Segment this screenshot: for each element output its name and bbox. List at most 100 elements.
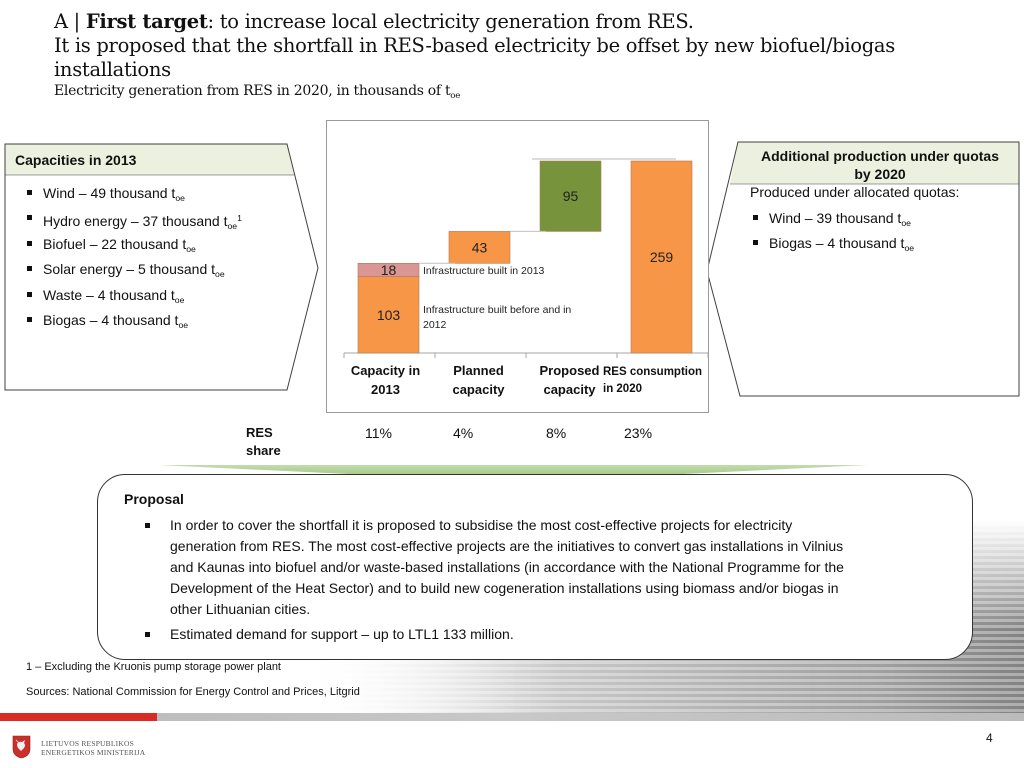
- sources-note: Sources: National Commission for Energy …: [26, 686, 360, 698]
- right-panel-title-line-2: by 2020: [854, 166, 906, 182]
- slide-title: A | First target: to increase local elec…: [54, 10, 954, 34]
- data-label: 103: [377, 307, 401, 323]
- res-share-label: RES share: [246, 424, 281, 460]
- res-share-value: 23%: [624, 425, 653, 441]
- res-share-label-line-1: RES: [246, 425, 273, 440]
- list-item: Wind – 39 thousand toe: [751, 208, 914, 233]
- page-number: 4: [986, 731, 993, 745]
- item-text: Wind – 49 thousand t: [43, 185, 176, 201]
- footer-red-bar: [0, 713, 157, 721]
- data-label: 43: [472, 239, 488, 255]
- bullet-square-icon: [27, 240, 32, 246]
- bar-segment: [357, 276, 420, 354]
- title-prefix: A |: [54, 10, 86, 33]
- item-subscript: oe: [901, 218, 911, 229]
- proposal-item: Estimated demand for support – up to LTL…: [145, 624, 514, 645]
- proposal-line: Development of the Heat Sector) and to b…: [170, 580, 839, 596]
- category-label: in 2020: [603, 383, 642, 395]
- item-subscript: oe: [174, 294, 185, 305]
- bullet-square-icon: [145, 632, 150, 637]
- proposal-line: Estimated demand for support – up to LTL…: [170, 626, 514, 642]
- item-text: Waste – 4 thousand t: [43, 286, 175, 303]
- category-label: 2013: [371, 382, 400, 397]
- res-share-label-line-2: share: [246, 443, 281, 458]
- list-item: Biogas – 4 thousand toe: [751, 233, 914, 258]
- annotation-label: Infrastructure built in 2013: [423, 265, 545, 277]
- ministry-name-line-2: ENERGETIKOS MINISTERIJA: [41, 748, 146, 757]
- slide-title-block: A | First target: to increase local elec…: [54, 10, 954, 105]
- left-panel-list: Wind – 49 thousand toe Hydro energy – 37…: [25, 183, 242, 335]
- bullet-square-icon: [27, 316, 32, 322]
- item-text: Wind – 39 thousand t: [769, 210, 902, 226]
- chart-subtitle: Electricity generation from RES in 2020,…: [54, 82, 954, 105]
- subtitle-subscript: oe: [450, 91, 461, 102]
- data-label: 259: [650, 249, 674, 265]
- category-label: capacity: [543, 382, 596, 397]
- bullet-square-icon: [27, 215, 32, 221]
- proposal-line: and Kaunas into biofuel and/or waste-bas…: [170, 559, 844, 575]
- proposal-box: Proposal In order to cover the shortfall…: [97, 474, 973, 660]
- right-panel-list: Wind – 39 thousand toe Biogas – 4 thousa…: [751, 208, 914, 259]
- subtitle-text: Electricity generation from RES in 2020,…: [54, 83, 451, 99]
- right-panel-intro: Produced under allocated quotas:: [750, 184, 960, 200]
- item-subscript: oe: [227, 221, 238, 232]
- data-label: 95: [563, 188, 579, 204]
- data-label: 18: [381, 262, 397, 278]
- title-rest: : to increase local electricity generati…: [207, 10, 694, 33]
- bullet-square-icon: [145, 523, 150, 528]
- proposal-line: In order to cover the shortfall it is pr…: [170, 517, 793, 533]
- bullet-square-icon: [753, 240, 758, 246]
- list-item: Waste – 4 thousand toe: [25, 285, 242, 310]
- item-subscript: oe: [186, 243, 196, 254]
- res-share-value: 8%: [546, 425, 567, 441]
- item-subscript: oe: [215, 269, 225, 280]
- list-item: Biogas – 4 thousand toe: [25, 310, 242, 335]
- right-panel-title-line-1: Additional production under quotas: [761, 148, 999, 164]
- bar-segment: [630, 160, 693, 354]
- proposal-title: Proposal: [124, 491, 184, 507]
- footnote: 1 – Excluding the Kruonis pump storage p…: [26, 661, 281, 673]
- category-label: RES consumption: [603, 366, 702, 378]
- right-panel-shape: [706, 141, 1020, 397]
- coat-of-arms-logo-icon: [12, 735, 31, 759]
- res-share-value: 4%: [453, 425, 474, 441]
- footnote-reference: 1: [237, 213, 242, 224]
- right-panel-title: Additional production under quotas by 20…: [735, 147, 1024, 183]
- down-arrow-icon: [158, 465, 868, 482]
- proposal-item: In order to cover the shortfall it is pr…: [145, 515, 844, 620]
- item-subscript: oe: [178, 319, 189, 330]
- left-panel-shape: [4, 143, 319, 391]
- left-panel-outline: [4, 143, 319, 391]
- waterfall-chart: 103 18 43 95 259 Infrastructure built in 2013…: [326, 120, 709, 413]
- title-line-2: It is proposed that the shortfall in RES…: [54, 34, 895, 57]
- chart-canvas: 103 18 43 95 259 Infrastructure built in 2013…: [343, 158, 709, 397]
- left-panel-title: Capacities in 2013: [15, 152, 137, 168]
- bullet-square-icon: [753, 215, 758, 220]
- category-label: Planned: [453, 363, 504, 378]
- bar-segment: [357, 263, 420, 277]
- left-panel-header-fill: [5, 144, 294, 175]
- annotation-label: Infrastructure built before and in: [423, 304, 571, 316]
- item-text: Solar energy – 5 thousand t: [43, 261, 216, 278]
- right-panel-header-fill: [730, 142, 1019, 184]
- item-text: Hydro energy – 37 thousand t: [43, 213, 228, 230]
- bullet-square-icon: [27, 291, 32, 297]
- item-subscript: oe: [175, 193, 185, 204]
- list-item: Wind – 49 thousand toe: [25, 183, 242, 208]
- right-panel-outline: [706, 141, 1020, 397]
- category-label: Capacity in: [351, 363, 420, 378]
- ministry-name-line-1: LIETUVOS RESPUBLIKOS: [41, 739, 134, 748]
- footer-gray-bar: [157, 713, 1024, 721]
- res-share-value: 11%: [365, 425, 392, 441]
- proposal-line: other Lithuanian cities.: [170, 601, 311, 617]
- title-line-3: installations: [54, 58, 171, 81]
- item-text: Biogas – 4 thousand t: [43, 311, 179, 328]
- item-text: Biofuel – 22 thousand t: [43, 235, 187, 252]
- bar-segment: [448, 231, 511, 264]
- title-bold: First target: [85, 10, 208, 33]
- category-label: capacity: [452, 382, 505, 397]
- category-label: Proposed: [540, 363, 600, 378]
- item-text: Biogas – 4 thousand t: [769, 235, 905, 252]
- list-item: Biofuel – 22 thousand toe: [25, 234, 242, 259]
- bar-segment: [539, 160, 602, 232]
